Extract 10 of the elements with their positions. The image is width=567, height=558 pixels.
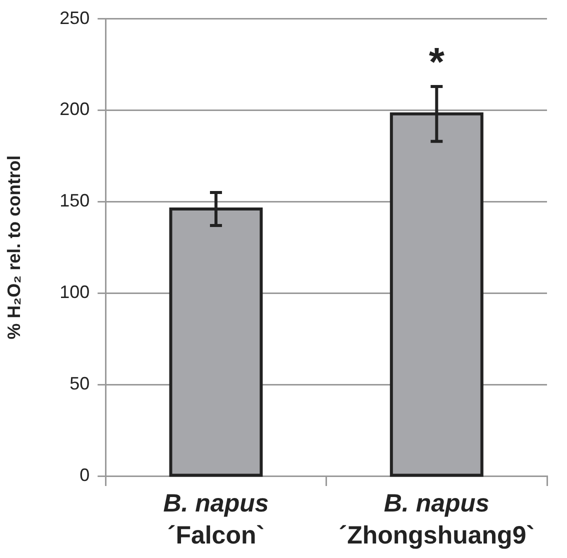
y-tick-label: 0 [80,464,90,485]
y-tick-label: 250 [60,8,90,28]
y-axis-title: % H₂O₂ rel. to control [4,155,24,340]
annotation: * [428,40,445,84]
x-tick-label: B. napus ´Falcon` [163,489,269,550]
y-tick-label: 100 [60,282,90,302]
x-tick-label: B. napus ´Zhongshuang9` [338,489,535,550]
y-tick-label: 150 [60,190,90,211]
y-tick-label: 200 [60,99,90,120]
y-tick-label: 50 [70,374,90,394]
